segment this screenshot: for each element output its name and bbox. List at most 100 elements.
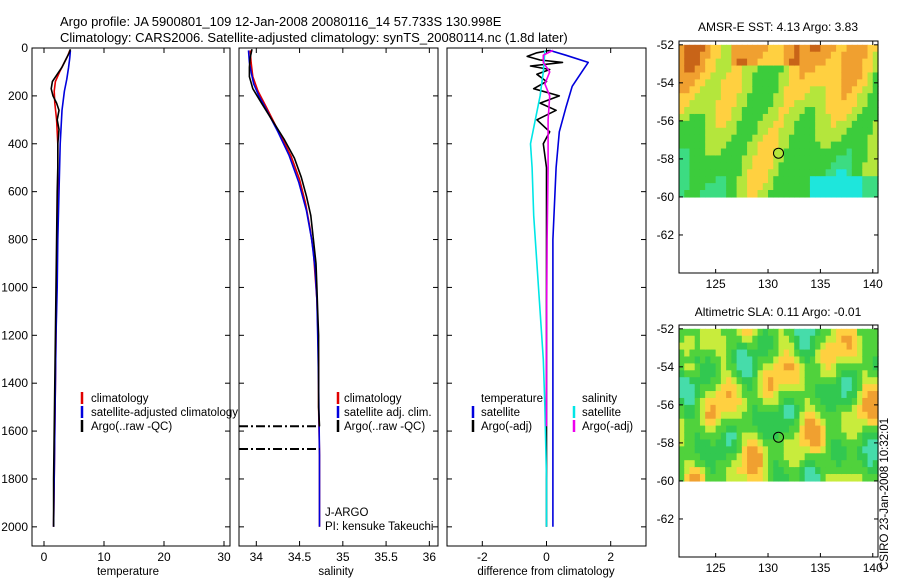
- heatmap-cell: [788, 86, 795, 94]
- heatmap-cell: [783, 370, 790, 378]
- heatmap-cell: [841, 439, 848, 447]
- heatmap-cell: [699, 141, 706, 150]
- heatmap-cell: [788, 328, 795, 337]
- heatmap-cell: [752, 474, 759, 482]
- heatmap-cell: [804, 148, 811, 157]
- heatmap-cell: [699, 176, 706, 184]
- heatmap-cell: [720, 446, 727, 454]
- y-tick-label: 0: [21, 41, 28, 55]
- heatmap-cell: [867, 384, 874, 392]
- heatmap-cell: [830, 141, 837, 150]
- heatmap-cell: [731, 72, 738, 80]
- heatmap-cell: [699, 134, 706, 143]
- heatmap-cell: [699, 467, 706, 475]
- heatmap-cell: [736, 342, 743, 351]
- heatmap-cell: [804, 363, 811, 371]
- heatmap-cell: [820, 391, 827, 399]
- heatmap-cell: [794, 190, 801, 198]
- heatmap-cell: [862, 439, 869, 447]
- heatmap-cell: [762, 58, 769, 67]
- heatmap-cell: [778, 58, 785, 67]
- heatmap-cell: [804, 342, 811, 351]
- heatmap-cell: [705, 107, 712, 115]
- heatmap-cell: [872, 432, 879, 441]
- heatmap-cell: [872, 176, 879, 184]
- heatmap-cell: [820, 446, 827, 454]
- heatmap-cell: [699, 183, 706, 191]
- heatmap-cell: [757, 183, 764, 191]
- heatmap-cell: [794, 397, 801, 406]
- heatmap-cell: [684, 356, 691, 364]
- heatmap-cell: [731, 474, 738, 482]
- heatmap-cell: [773, 425, 780, 434]
- heatmap-cell: [710, 411, 717, 420]
- heatmap-cell: [872, 65, 879, 74]
- heatmap-cell: [715, 446, 722, 454]
- heatmap-cell: [699, 148, 706, 157]
- heatmap-cell: [836, 453, 842, 461]
- heatmap-cell: [794, 432, 801, 441]
- heatmap-cell: [841, 86, 848, 94]
- heatmap-cell: [836, 169, 842, 177]
- heatmap-cell: [741, 370, 748, 378]
- heatmap-cell: [778, 391, 785, 399]
- heatmap-cell: [841, 446, 848, 454]
- heatmap-cell: [752, 86, 759, 94]
- heatmap-cell: [731, 100, 738, 108]
- heatmap-cell: [694, 439, 701, 447]
- heatmap-cell: [799, 349, 806, 358]
- heatmap-cell: [710, 162, 717, 170]
- heatmap-cell: [715, 384, 722, 392]
- heatmap-cell: [841, 141, 848, 150]
- heatmap-cell: [857, 418, 863, 427]
- heatmap-cell: [752, 58, 759, 67]
- heatmap-cell: [783, 335, 790, 344]
- heatmap-cell: [815, 370, 821, 378]
- heatmap-cell: [862, 176, 869, 184]
- heatmap-cell: [762, 113, 769, 122]
- heatmap-cell: [804, 349, 811, 358]
- heatmap-cell: [825, 467, 832, 475]
- heatmap-cell: [762, 51, 769, 60]
- series-line-argo-raw-qc: [248, 49, 321, 427]
- heatmap-cell: [857, 453, 863, 461]
- heatmap-cell: [825, 107, 832, 115]
- heatmap-cell: [778, 356, 785, 364]
- heatmap-cell: [762, 425, 769, 434]
- heatmap-cell: [825, 100, 832, 108]
- heatmap-cell: [872, 425, 879, 434]
- heatmap-cell: [679, 120, 685, 129]
- heatmap-cell: [846, 100, 853, 108]
- legend-label-sal-satellite: satellite: [582, 407, 621, 419]
- heatmap-cell: [699, 446, 706, 454]
- heatmap-cell: [689, 460, 696, 468]
- heatmap-cell: [731, 342, 738, 351]
- heatmap-cell: [747, 370, 753, 378]
- legend-label-temp-satellite: satellite: [481, 407, 520, 419]
- heatmap-cell: [783, 79, 790, 87]
- heatmap-cell: [684, 93, 691, 101]
- sst-axes-frame: [678, 40, 879, 274]
- heatmap-cell: [867, 370, 874, 378]
- heatmap-cell: [799, 65, 806, 74]
- heatmap-cell: [694, 86, 701, 94]
- heatmap-cell: [762, 134, 769, 143]
- heatmap-cell: [820, 397, 827, 406]
- heatmap-cell: [846, 169, 853, 177]
- heatmap-cell: [862, 100, 869, 108]
- heatmap-cell: [689, 391, 696, 399]
- heatmap-cell: [830, 453, 837, 461]
- heatmap-cell: [825, 349, 832, 358]
- heatmap-cell: [846, 141, 853, 150]
- heatmap-cell: [705, 349, 712, 358]
- heatmap-cell: [867, 72, 874, 80]
- heatmap-cell: [699, 418, 706, 427]
- heatmap-cell: [794, 370, 801, 378]
- heatmap-cell: [815, 141, 821, 150]
- heatmap-cell: [851, 404, 858, 413]
- heatmap-cell: [679, 335, 685, 344]
- heatmap-cell: [752, 141, 759, 150]
- heatmap-cell: [736, 86, 743, 94]
- heatmap-cell: [757, 467, 764, 475]
- heatmap-cell: [768, 127, 774, 136]
